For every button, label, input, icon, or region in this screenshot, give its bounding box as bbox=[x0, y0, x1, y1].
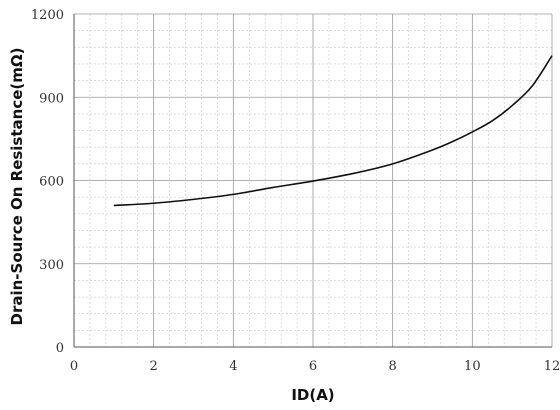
x-tick-label: 6 bbox=[309, 359, 317, 374]
y-axis-title: Drain-Source On Resistance(mΩ) bbox=[8, 48, 26, 326]
x-tick-label: 8 bbox=[389, 359, 397, 374]
y-tick-label: 900 bbox=[39, 91, 64, 106]
x-tick-label: 0 bbox=[70, 359, 78, 374]
x-tick-label: 2 bbox=[150, 359, 158, 374]
y-tick-label: 0 bbox=[56, 341, 64, 356]
x-tick-labels: 0 2 4 6 8 10 12 bbox=[70, 359, 560, 374]
y-tick-labels: 0 300 600 900 1200 bbox=[31, 8, 64, 356]
y-tick-label: 300 bbox=[39, 258, 64, 273]
series-group bbox=[113, 55, 553, 207]
x-tick-label: 12 bbox=[544, 359, 560, 374]
x-axis-title: ID(A) bbox=[291, 386, 334, 404]
y-tick-label: 1200 bbox=[31, 8, 64, 23]
y-tick-label: 600 bbox=[39, 175, 64, 190]
axes bbox=[73, 14, 552, 348]
series-line bbox=[113, 55, 553, 207]
x-tick-label: 10 bbox=[464, 359, 481, 374]
x-tick-label: 4 bbox=[229, 359, 237, 374]
